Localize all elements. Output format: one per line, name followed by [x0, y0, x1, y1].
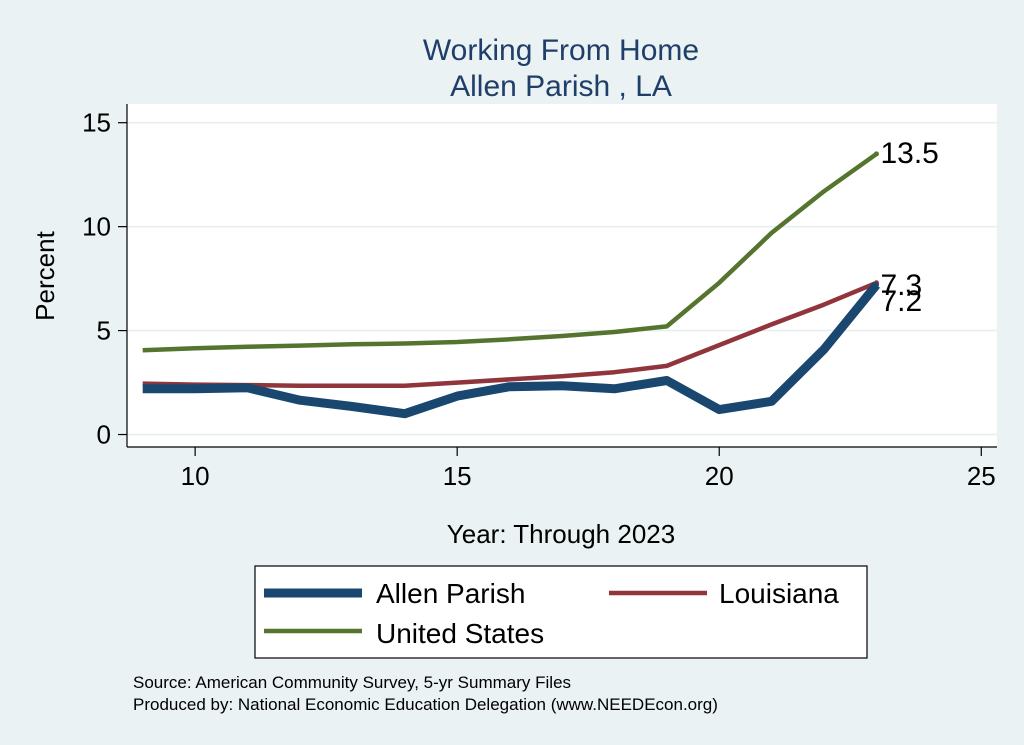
end-label-allen-parish: 7.2	[880, 285, 922, 318]
series-line-louisiana	[142, 280, 878, 388]
series-end-point-allen-parish	[873, 282, 879, 288]
grid-lines	[127, 121, 997, 436]
y-tick-label-0: 0	[97, 420, 111, 450]
x-tick-label-15: 15	[443, 461, 472, 491]
chart-subtitle: Allen Parish , LA	[450, 70, 672, 103]
series-line-united-states	[142, 152, 878, 353]
x-tick-label-25: 25	[967, 461, 996, 491]
legend-box	[254, 565, 868, 659]
legend-label-united-states: United States	[376, 618, 544, 649]
y-axis-title: Percent	[30, 230, 60, 320]
series-line-allen-parish	[142, 282, 880, 419]
x-tick-label-20: 20	[705, 461, 734, 491]
x-axis-title: Year: Through 2023	[447, 519, 675, 549]
source-note: Source: American Community Survey, 5-yr …	[133, 673, 571, 692]
series-end-point-united-states	[873, 151, 879, 157]
y-tick-label-5: 5	[97, 316, 111, 346]
chart-title: Working From Home	[423, 34, 699, 67]
y-tick-label-10: 10	[82, 212, 111, 242]
series-lines	[142, 151, 880, 419]
end-label-united-states: 13.5	[880, 137, 938, 170]
x-tick-label-10: 10	[181, 461, 210, 491]
y-tick-label-15: 15	[82, 108, 111, 138]
legend-label-allen-parish: Allen Parish	[376, 578, 525, 609]
legend-label-louisiana: Louisiana	[719, 578, 839, 609]
plot-area	[127, 104, 997, 447]
legend: Allen Parish Louisiana United States	[254, 565, 868, 659]
axes: 0 5 10 15 10 15 20 25	[82, 104, 997, 491]
producer-note: Produced by: National Economic Education…	[133, 695, 718, 714]
end-label-louisiana: 7.3	[880, 269, 922, 302]
end-labels: 7.27.3 13.5	[880, 137, 938, 318]
